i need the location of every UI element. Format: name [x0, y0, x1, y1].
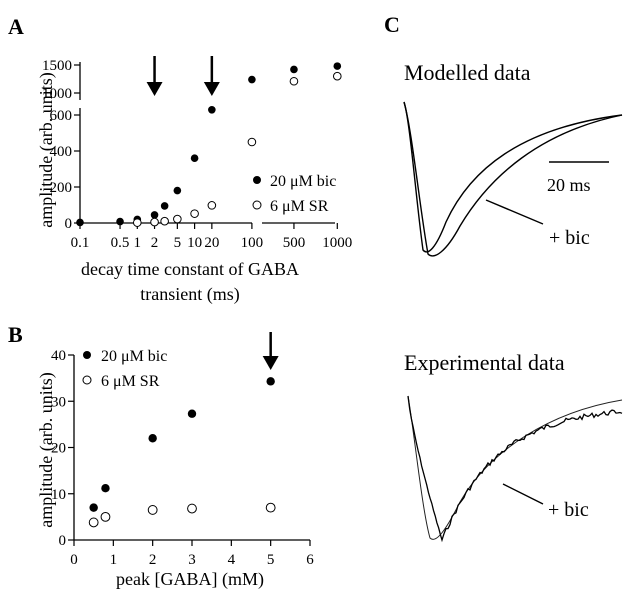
b-arrow-0-head	[262, 356, 279, 370]
panel-b-points	[88, 377, 276, 528]
modelled-bic-label: + bic	[549, 227, 590, 249]
modelled-trace-bic	[403, 101, 623, 257]
panel-a-legend: 20 μM bic 6 μM SR	[252, 173, 336, 215]
b-xtick-label: 0	[70, 552, 78, 568]
panel-b-letter: B	[8, 322, 23, 347]
panel-b-legend-bic: 20 μM bic	[101, 348, 167, 365]
panel-b-arrows	[262, 332, 279, 370]
b-point-bic	[101, 484, 110, 493]
panel-a-legend-sr: 6 μM SR	[270, 198, 329, 215]
a-xtick-label: 500	[283, 235, 306, 251]
panel-a-points	[76, 62, 342, 227]
b-point-sr	[88, 517, 99, 528]
panel-a-chart: amplitude (arb. units) 02004006001000150…	[36, 56, 352, 305]
experimental-trace-control	[407, 395, 623, 540]
a-point-sr	[133, 218, 142, 227]
panel-a-xlabel-line1: decay time constant of GABA	[81, 259, 299, 279]
panel-a-legend-bic: 20 μM bic	[270, 173, 336, 190]
modelled-title: Modelled data	[404, 60, 531, 85]
a-point-bic	[190, 154, 199, 162]
modelled-bic-pointer	[485, 199, 544, 225]
a-point-bic	[116, 217, 124, 226]
a-xtick-label: 0.5	[111, 235, 130, 251]
panel-a-xlabel-line2: transient (ms)	[140, 284, 239, 305]
a-ytick-label: 600	[50, 108, 73, 124]
panel-b-xlabel: peak [GABA] (mM)	[116, 569, 264, 590]
legend-sr-marker	[252, 200, 262, 210]
panel-c-letter: C	[384, 12, 400, 37]
a-point-sr	[207, 201, 217, 210]
b-xtick-label: 2	[149, 552, 157, 568]
experimental-bic-label: + bic	[548, 499, 589, 521]
b-xtick-label: 1	[110, 552, 118, 568]
a-point-bic	[173, 186, 182, 195]
experimental-trace-bic	[407, 395, 623, 543]
a-xtick-label: 20	[204, 235, 219, 251]
a-xtick-label: 100	[241, 235, 264, 251]
b-xtick-label: 3	[188, 552, 196, 568]
a-point-bic	[150, 211, 159, 219]
a-point-sr	[247, 137, 257, 147]
a-point-sr	[289, 76, 299, 86]
b-point-sr	[187, 503, 197, 514]
b-ytick-label: 20	[51, 441, 66, 457]
a-point-bic	[208, 106, 216, 114]
panel-c-traces: Modelled data 20 ms + bic Experimental d…	[403, 60, 623, 543]
a-xtick-label: 1000	[322, 235, 352, 251]
a-xtick-label: 1	[134, 235, 142, 251]
a-xtick-label: 0.1	[71, 235, 90, 251]
legend-sr-marker	[82, 375, 92, 385]
b-ytick-label: 10	[51, 487, 66, 503]
legend-bic-marker	[83, 351, 91, 359]
panel-b-ylabel: amplitude (arb. units)	[36, 372, 57, 527]
b-point-bic	[148, 434, 157, 443]
a-arrow-1-head	[203, 82, 220, 96]
a-ytick-label: 400	[50, 144, 73, 160]
scalebar-label: 20 ms	[547, 175, 591, 195]
b-point-bic	[266, 377, 275, 386]
b-point-sr	[147, 505, 158, 515]
b-ytick-label: 0	[59, 533, 67, 549]
b-xtick-label: 4	[228, 552, 236, 568]
b-point-bic	[187, 409, 197, 418]
panel-b-ticks: 0 10 20 30 40 0 1 2 3 4 5 6	[51, 348, 314, 568]
panel-a-letter: A	[8, 14, 24, 39]
a-point-sr	[173, 214, 182, 224]
a-point-sr	[150, 217, 159, 227]
b-xtick-label: 5	[267, 552, 275, 568]
a-xtick-label: 10	[187, 235, 202, 251]
a-point-sr	[160, 216, 169, 226]
panel-a-ticks: 0 200 400 600 1000 1500 0.1 0.5 1 2 5 10 20 100 500 100…	[42, 58, 352, 251]
b-xtick-label: 6	[306, 552, 314, 568]
a-point-sr	[190, 209, 199, 218]
a-point-bic	[248, 75, 256, 84]
b-point-sr	[100, 511, 111, 522]
a-arrow-0-head	[146, 82, 163, 96]
a-ytick-label: 1500	[42, 58, 72, 74]
a-xtick-label: 5	[174, 235, 182, 251]
experimental-bic-pointer	[502, 483, 544, 505]
experimental-title: Experimental data	[404, 350, 565, 375]
a-point-bic	[160, 202, 169, 210]
a-point-bic	[290, 65, 298, 74]
panel-b-chart: amplitude (arb. units) 0 10 20 30 40 0 1 2 3 4 5 6 …	[36, 332, 314, 590]
panel-b-legend-sr: 6 μM SR	[101, 373, 160, 390]
panel-a-ylabel: amplitude (arb. units)	[36, 72, 57, 227]
panel-b-legend: 20 μM bic 6 μM SR	[82, 348, 167, 390]
modelled-trace-control	[403, 101, 623, 253]
b-point-sr	[265, 502, 276, 513]
b-point-bic	[89, 503, 98, 512]
legend-bic-marker	[253, 176, 261, 184]
panel-a-arrows	[146, 56, 220, 96]
a-ytick-label: 0	[65, 216, 73, 232]
a-ytick-label: 1000	[42, 86, 72, 102]
a-point-bic	[76, 218, 84, 227]
a-point-sr	[332, 71, 342, 81]
b-ytick-label: 40	[51, 348, 66, 364]
a-ytick-label: 200	[50, 180, 73, 196]
b-ytick-label: 30	[51, 394, 66, 410]
a-xtick-label: 2	[151, 235, 159, 251]
a-point-bic	[333, 62, 342, 70]
